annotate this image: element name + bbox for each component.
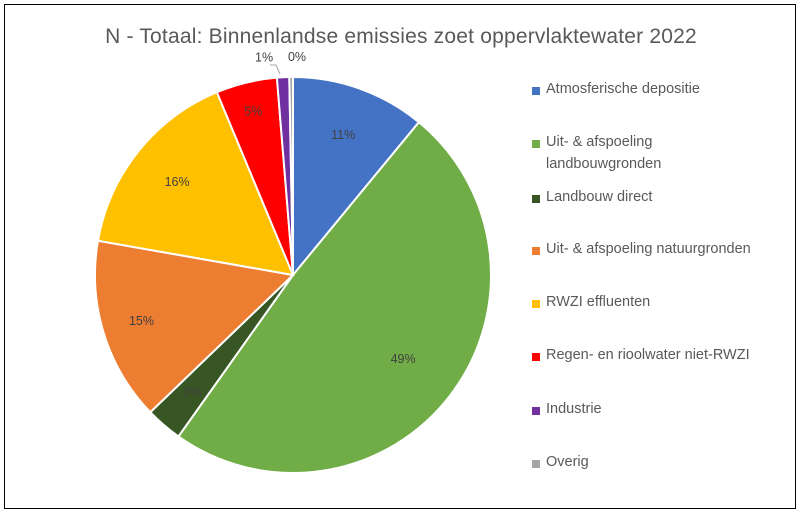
legend-item-1: Atmosferische depositie bbox=[532, 81, 700, 100]
legend-item-6: Regen- en rioolwater niet-RWZI bbox=[532, 347, 750, 366]
slice-data-label-5: 16% bbox=[165, 175, 190, 189]
slice-data-label-1: 11% bbox=[331, 128, 355, 142]
legend-label: RWZI effluenten bbox=[546, 294, 651, 310]
legend-swatch bbox=[532, 300, 540, 308]
slice-data-label-8: 0% bbox=[288, 50, 306, 64]
legend-item-3: Landbouw direct bbox=[532, 189, 652, 208]
pie-slice-1 bbox=[292, 75, 421, 278]
slice-data-label-2: 49% bbox=[391, 352, 416, 366]
legend-swatch bbox=[532, 195, 540, 203]
slice-data-label-6: 5% bbox=[244, 104, 262, 118]
pie-slice-8 bbox=[288, 75, 294, 276]
legend-swatch bbox=[532, 87, 540, 95]
legend-item-2: Uit- & afspoeling landbouwgronden bbox=[532, 134, 661, 175]
chart-title: N - Totaal: Binnenlandse emissies zoet o… bbox=[105, 25, 697, 48]
legend-label: Landbouw direct bbox=[546, 189, 653, 205]
legend-swatch bbox=[532, 407, 540, 415]
pie-data-labels: 11% 49% 3% 15% 16% 5% 1% 0% bbox=[129, 50, 416, 399]
slice-data-label-7: 1% bbox=[255, 51, 273, 65]
pie-slice-4 bbox=[93, 239, 296, 414]
legend-label: Uit- & afspoeling landbouwgronden bbox=[546, 134, 662, 172]
legend-item-7: Industrie bbox=[532, 401, 602, 420]
legend-swatch bbox=[532, 140, 540, 148]
legend-label: Overig bbox=[546, 454, 589, 470]
pie-slices bbox=[93, 75, 492, 474]
legend-label: Regen- en rioolwater niet-RWZI bbox=[546, 347, 750, 363]
legend-swatch bbox=[532, 353, 540, 361]
legend-label: Atmosferische depositie bbox=[546, 81, 700, 97]
legend-label: Industrie bbox=[546, 401, 602, 417]
legend-swatch bbox=[532, 460, 540, 468]
pie-slice-2 bbox=[177, 120, 492, 474]
leader-line bbox=[270, 64, 281, 75]
legend-swatch bbox=[532, 247, 540, 255]
pie-slice-5 bbox=[96, 90, 295, 277]
legend-item-8: Overig bbox=[532, 454, 589, 473]
legend-label: Uit- & afspoeling natuurgronden bbox=[546, 241, 751, 257]
slice-data-label-3: 3% bbox=[183, 385, 201, 399]
legend-item-4: Uit- & afspoeling natuurgronden bbox=[532, 241, 751, 260]
slice-data-label-4: 15% bbox=[129, 314, 154, 328]
legend-item-5: RWZI effluenten bbox=[532, 294, 650, 313]
